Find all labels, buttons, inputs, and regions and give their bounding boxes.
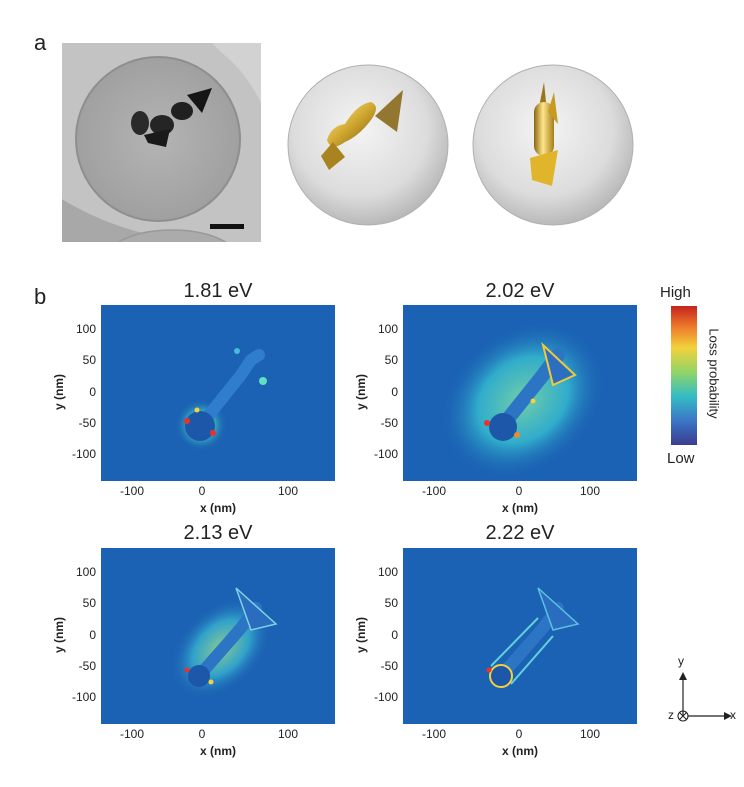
x-tick: -100 <box>119 484 145 498</box>
y-tick: -100 <box>373 447 398 461</box>
y-tick: 50 <box>384 353 398 367</box>
y-axis-label-1: y (nm) <box>52 374 66 410</box>
axes-indicator: y x z <box>660 650 740 730</box>
y-tick: 0 <box>89 628 96 642</box>
x-tick: 0 <box>515 727 523 741</box>
x-tick: -100 <box>119 727 145 741</box>
colorbar <box>671 306 697 445</box>
map-title-1: 1.81 eV <box>183 280 253 302</box>
eels-map-2 <box>403 305 637 481</box>
x-tick: 100 <box>579 727 601 741</box>
y-tick: 100 <box>75 322 96 336</box>
colorbar-high-label: High <box>660 284 691 301</box>
y-tick: -50 <box>380 659 398 673</box>
eels-map-3 <box>101 548 335 724</box>
y-tick: -50 <box>380 416 398 430</box>
map-title-3: 2.13 eV <box>183 522 253 544</box>
y-tick: 50 <box>82 353 96 367</box>
y-axis-label-3: y (nm) <box>52 617 66 653</box>
y-tick: 50 <box>82 596 96 610</box>
x-tick: 0 <box>198 484 206 498</box>
y-axis-label-4: y (nm) <box>354 617 368 653</box>
x-tick: 0 <box>515 484 523 498</box>
y-tick: -50 <box>78 416 96 430</box>
eels-map-4 <box>403 548 637 724</box>
axis-x-label: x <box>730 708 736 722</box>
y-tick: 100 <box>377 322 398 336</box>
axis-z-label: z <box>668 708 674 722</box>
x-axis-label-3: x (nm) <box>200 744 236 758</box>
rendered-model-side <box>470 62 636 228</box>
y-tick: -100 <box>71 690 96 704</box>
colorbar-title: Loss probability <box>706 328 722 419</box>
axis-y-label: y <box>678 654 684 668</box>
x-tick: 100 <box>277 727 299 741</box>
panel-a-label: a <box>34 30 47 55</box>
y-tick: 50 <box>384 596 398 610</box>
y-axis-label-2: y (nm) <box>354 374 368 410</box>
x-tick: 100 <box>277 484 299 498</box>
y-tick: 100 <box>75 565 96 579</box>
map-title-4: 2.22 eV <box>485 522 555 544</box>
y-tick: 0 <box>89 385 96 399</box>
x-axis-label-1: x (nm) <box>200 501 236 515</box>
x-tick: -100 <box>421 484 447 498</box>
eels-map-1 <box>101 305 335 481</box>
map-title-2: 2.02 eV <box>485 280 555 302</box>
y-tick: 0 <box>391 385 398 399</box>
x-tick: 100 <box>579 484 601 498</box>
colorbar-title-wrapper: Loss probability <box>706 306 724 445</box>
y-tick: -100 <box>71 447 96 461</box>
colorbar-low-label: Low <box>667 450 695 467</box>
tem-micrograph <box>62 43 261 242</box>
x-axis-label-2: x (nm) <box>502 501 538 515</box>
y-tick: -100 <box>373 690 398 704</box>
x-axis-label-4: x (nm) <box>502 744 538 758</box>
x-tick: -100 <box>421 727 447 741</box>
rendered-model-front <box>285 62 451 228</box>
y-tick: 0 <box>391 628 398 642</box>
panel-b-label: b <box>34 284 47 309</box>
x-tick: 0 <box>198 727 206 741</box>
y-tick: 100 <box>377 565 398 579</box>
y-tick: -50 <box>78 659 96 673</box>
